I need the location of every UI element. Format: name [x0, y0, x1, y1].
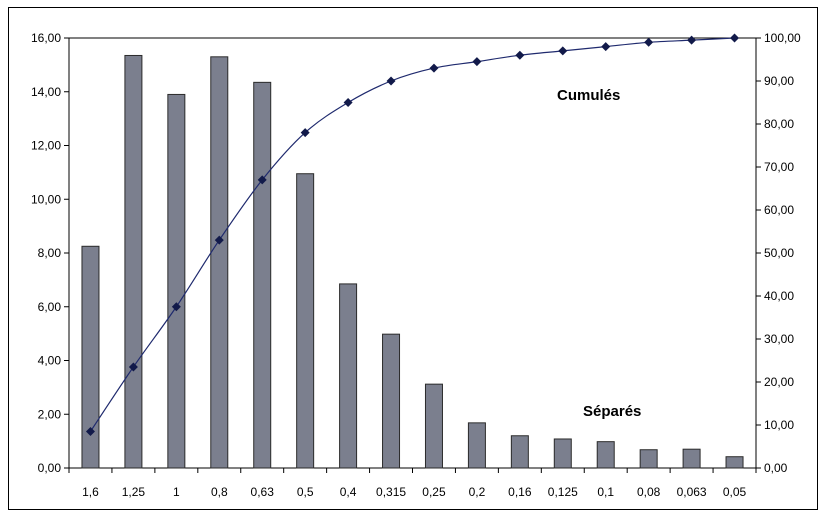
right-tick-label: 100,00: [764, 31, 801, 45]
left-tick-label: 6,00: [38, 300, 62, 314]
x-tick-label: 1,6: [82, 485, 99, 499]
left-tick-label: 10,00: [31, 192, 61, 206]
bars-separes: [81, 54, 744, 469]
tick-labels: 0,002,004,006,008,0010,0012,0014,0016,00…: [31, 31, 801, 499]
bar-separes: [81, 245, 100, 469]
left-tick-label: 2,00: [38, 407, 62, 421]
x-tick-label: 0,05: [723, 485, 747, 499]
x-tick-label: 0,315: [376, 485, 406, 499]
point-cumules: [386, 76, 396, 86]
chart-frame: [8, 7, 818, 510]
right-tick-label: 20,00: [764, 375, 794, 389]
bar-separes: [682, 448, 701, 469]
bar-separes: [124, 54, 143, 469]
point-cumules: [558, 46, 568, 56]
point-cumules: [730, 33, 740, 43]
left-tick-label: 4,00: [38, 354, 62, 368]
bar-separes: [424, 383, 443, 469]
point-cumules: [85, 426, 95, 436]
left-tick-label: 0,00: [38, 461, 62, 475]
x-tick-label: 0,63: [251, 485, 275, 499]
right-tick-label: 40,00: [764, 289, 794, 303]
x-tick-label: 0,8: [211, 485, 228, 499]
left-tick-label: 8,00: [38, 246, 62, 260]
x-tick-label: 1,25: [122, 485, 146, 499]
x-tick-label: 0,2: [469, 485, 486, 499]
right-tick-label: 30,00: [764, 332, 794, 346]
point-cumules: [300, 128, 310, 138]
bar-separes: [253, 81, 272, 469]
bar-separes: [510, 435, 529, 469]
left-tick-label: 14,00: [31, 85, 61, 99]
line-cumules-path: [89, 37, 735, 432]
bar-separes: [639, 449, 658, 469]
point-cumules: [257, 175, 267, 185]
right-tick-label: 80,00: [764, 117, 794, 131]
right-tick-label: 90,00: [764, 74, 794, 88]
bar-separes: [553, 438, 572, 469]
x-tick-label: 0,125: [548, 485, 578, 499]
point-cumules: [128, 362, 138, 372]
point-cumules: [214, 235, 224, 245]
right-tick-label: 70,00: [764, 160, 794, 174]
point-cumules: [171, 302, 181, 312]
x-tick-label: 0,16: [508, 485, 532, 499]
right-tick-label: 50,00: [764, 246, 794, 260]
point-cumules: [343, 98, 353, 107]
point-cumules: [429, 63, 439, 73]
annotation-cumules: Cumulés: [557, 87, 620, 104]
right-tick-label: 60,00: [764, 203, 794, 217]
x-tick-label: 1: [173, 485, 180, 499]
x-tick-label: 0,4: [340, 485, 357, 499]
bar-separes: [725, 456, 744, 469]
x-tick-label: 0,5: [297, 485, 314, 499]
point-cumules: [687, 35, 697, 45]
point-cumules: [644, 37, 654, 47]
x-tick-label: 0,1: [597, 485, 614, 499]
line-cumules: [85, 33, 740, 436]
x-tick-label: 0,25: [422, 485, 446, 499]
bar-separes: [339, 283, 358, 469]
x-tick-label: 0,08: [637, 485, 661, 499]
axes: [64, 37, 761, 473]
left-tick-label: 16,00: [31, 31, 61, 45]
bar-separes: [382, 333, 401, 469]
right-tick-label: 0,00: [764, 461, 788, 475]
annotation-separes: Séparés: [583, 403, 641, 420]
point-cumules: [601, 42, 611, 52]
bar-separes: [296, 173, 315, 469]
point-cumules: [472, 57, 482, 67]
left-tick-label: 12,00: [31, 139, 61, 153]
bar-separes: [596, 441, 615, 469]
bar-separes: [210, 56, 229, 469]
right-tick-label: 10,00: [764, 418, 794, 432]
bar-separes: [467, 422, 486, 469]
point-cumules: [515, 50, 525, 60]
x-tick-label: 0,063: [677, 485, 707, 499]
bar-separes: [167, 93, 186, 469]
